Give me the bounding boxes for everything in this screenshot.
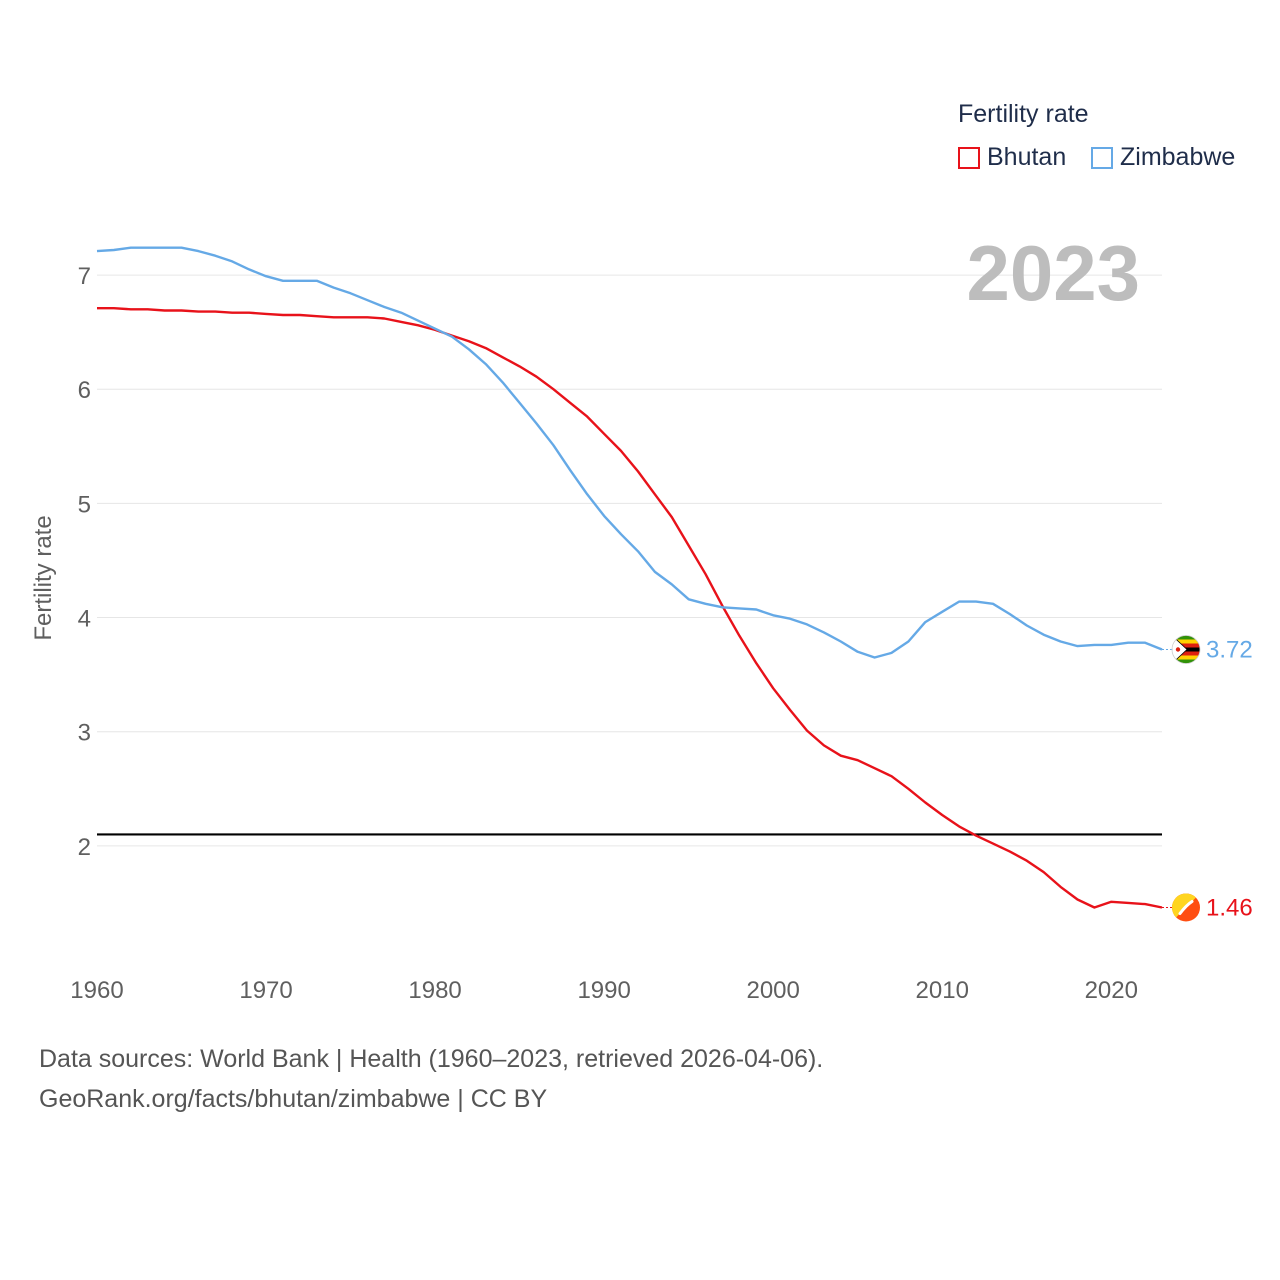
x-tick-label-1960: 1960	[70, 977, 123, 1004]
x-axis-ticks: 1960 1970 1980 1990 2000 2010 2020	[70, 977, 1138, 1004]
x-tick-label-1980: 1980	[408, 977, 461, 1004]
legend-swatch-bhutan	[958, 146, 980, 169]
y-axis-label: Fertility rate	[30, 515, 57, 640]
flag-band-4	[1172, 651, 1200, 656]
x-tick-label-2000: 2000	[746, 977, 799, 1004]
series-line-bhutan	[97, 307, 1163, 909]
flag-border	[1171, 635, 1201, 664]
flag-bhutan-icon	[1172, 893, 1200, 922]
year-label: 2023	[966, 229, 1140, 317]
x-tick-label-2010: 2010	[916, 977, 969, 1004]
flag-band-5	[1172, 655, 1200, 660]
flag-star	[1175, 647, 1181, 652]
y-tick-label-4: 4	[78, 606, 91, 633]
y-tick-label-3: 3	[78, 720, 91, 747]
flag-band-0	[1172, 635, 1200, 640]
flag-band-2	[1172, 643, 1200, 648]
footer-sources: Data sources: World Bank | Health (1960–…	[39, 1045, 824, 1073]
legend-title: Fertility rate	[958, 100, 1089, 128]
legend-label-zimbabwe: Zimbabwe	[1120, 143, 1236, 171]
flag-zimbabwe-icon	[1171, 635, 1201, 664]
y-tick-label-2: 2	[78, 834, 91, 861]
flag-dragon	[1178, 899, 1194, 915]
end-value-label-zimbabwe: 3.72	[1206, 637, 1253, 664]
flag-zimbabwe-stripes	[1172, 635, 1200, 664]
legend-item-bhutan[interactable]: Bhutan	[958, 143, 1066, 172]
legend-label-bhutan: Bhutan	[987, 143, 1067, 171]
series-lines	[96, 246, 1163, 909]
y-axis-ticks: 2 3 4 5 6 7	[78, 263, 91, 861]
series-line-zimbabwe	[96, 246, 1163, 659]
footer-credit: GeoRank.org/facts/bhutan/zimbabwe | CC B…	[39, 1085, 548, 1113]
flag-band-1	[1172, 639, 1200, 644]
x-tick-label-1990: 1990	[577, 977, 630, 1004]
y-tick-label-7: 7	[78, 263, 91, 290]
flag-bhutan-fields	[1172, 893, 1200, 922]
legend-swatch-zimbabwe	[1091, 146, 1113, 169]
x-tick-label-2020: 2020	[1085, 977, 1138, 1004]
end-markers: 1.46 3.72	[1162, 635, 1253, 922]
y-tick-label-5: 5	[78, 491, 91, 518]
flag-band-6	[1172, 659, 1200, 664]
y-tick-label-6: 6	[78, 377, 91, 404]
x-tick-label-1970: 1970	[239, 977, 292, 1004]
end-value-label-bhutan: 1.46	[1206, 894, 1253, 921]
gridlines	[97, 274, 1162, 847]
legend-item-zimbabwe[interactable]: Zimbabwe	[1091, 143, 1235, 172]
